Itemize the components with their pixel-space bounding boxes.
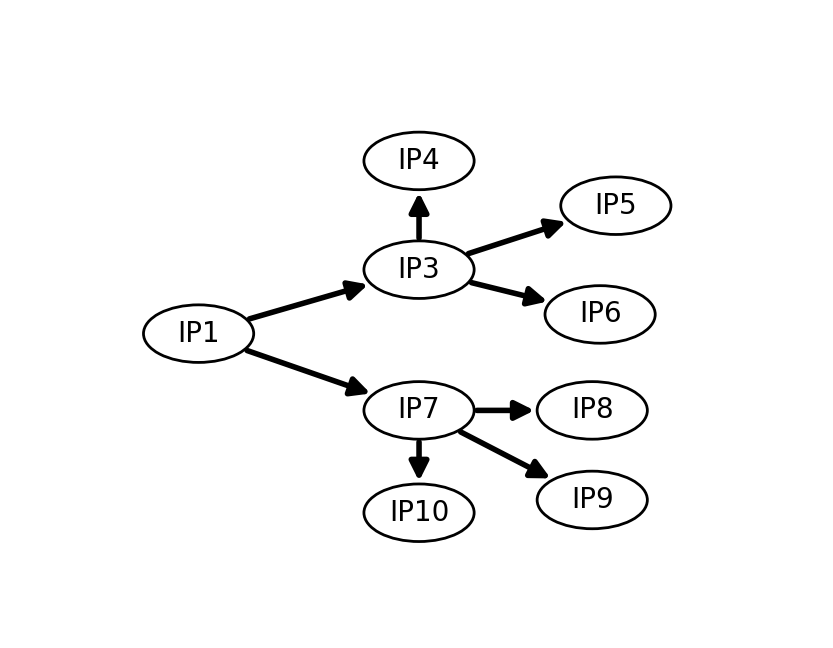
- Ellipse shape: [143, 305, 254, 362]
- Ellipse shape: [545, 286, 656, 343]
- Ellipse shape: [537, 471, 647, 529]
- Text: IP10: IP10: [389, 499, 449, 527]
- Text: IP1: IP1: [177, 319, 220, 347]
- Text: IP3: IP3: [397, 256, 441, 284]
- Text: IP5: IP5: [595, 192, 637, 220]
- Ellipse shape: [561, 177, 671, 235]
- Ellipse shape: [537, 382, 647, 439]
- Text: IP7: IP7: [397, 397, 441, 424]
- Text: IP8: IP8: [571, 397, 614, 424]
- Ellipse shape: [364, 241, 474, 299]
- Ellipse shape: [364, 382, 474, 439]
- Ellipse shape: [364, 484, 474, 542]
- Text: IP4: IP4: [397, 147, 441, 175]
- Text: IP9: IP9: [571, 486, 614, 514]
- Ellipse shape: [364, 132, 474, 190]
- Text: IP6: IP6: [579, 301, 621, 329]
